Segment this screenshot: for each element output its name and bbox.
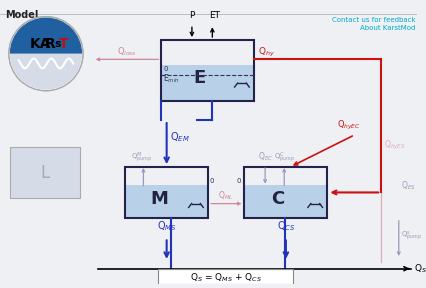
Text: T: T: [59, 37, 68, 51]
Text: 0: 0: [209, 178, 213, 184]
Wedge shape: [10, 54, 82, 90]
Text: Q$_{EC}$: Q$_{EC}$: [257, 150, 272, 163]
Text: Q$_{S}$ = Q$_{MS}$ + Q$_{CS}$: Q$_{S}$ = Q$_{MS}$ + Q$_{CS}$: [189, 271, 261, 284]
Text: Q$_{ML}$: Q$_{ML}$: [218, 190, 233, 202]
Text: About KarstMod: About KarstMod: [359, 25, 414, 31]
Text: Q$^{C}_{pump}$: Q$^{C}_{pump}$: [273, 150, 294, 165]
Text: E$_{min}$: E$_{min}$: [163, 73, 179, 86]
Text: L: L: [40, 164, 49, 182]
FancyBboxPatch shape: [158, 269, 293, 284]
FancyBboxPatch shape: [161, 65, 253, 101]
Text: Q$^{M}_{pump}$: Q$^{M}_{pump}$: [130, 150, 152, 165]
Text: 0: 0: [163, 66, 167, 72]
Text: Q$_{CS}$: Q$_{CS}$: [276, 219, 294, 233]
Text: 0: 0: [236, 178, 240, 184]
Text: Q$_{S}$: Q$_{S}$: [414, 262, 426, 275]
Text: Q$^{s}_{pump}$: Q$^{s}_{pump}$: [400, 229, 421, 242]
Text: Contact us for feedback: Contact us for feedback: [331, 18, 414, 24]
Wedge shape: [10, 18, 82, 54]
Text: Q$_{hy}$: Q$_{hy}$: [257, 46, 274, 59]
Text: M: M: [150, 190, 167, 208]
Text: Q$_{EM}$: Q$_{EM}$: [169, 131, 189, 145]
Text: Q$_{loss}$: Q$_{loss}$: [117, 46, 137, 58]
Text: C: C: [271, 190, 284, 208]
Text: KA: KA: [29, 37, 51, 51]
Circle shape: [9, 16, 83, 91]
Text: P: P: [189, 12, 194, 20]
Text: Q$_{hyES}$: Q$_{hyES}$: [383, 139, 404, 152]
FancyBboxPatch shape: [244, 185, 327, 218]
Text: Q$_{hyEC}$: Q$_{hyEC}$: [337, 119, 360, 132]
FancyBboxPatch shape: [10, 147, 80, 198]
FancyBboxPatch shape: [125, 185, 208, 218]
Text: E: E: [193, 69, 205, 86]
Text: Model: Model: [5, 10, 38, 20]
Text: Q$_{MS}$: Q$_{MS}$: [156, 219, 176, 233]
Text: Q$_{ES}$: Q$_{ES}$: [400, 179, 414, 192]
Text: R: R: [44, 37, 55, 51]
Text: s: s: [54, 39, 61, 49]
Text: ET: ET: [208, 12, 219, 20]
